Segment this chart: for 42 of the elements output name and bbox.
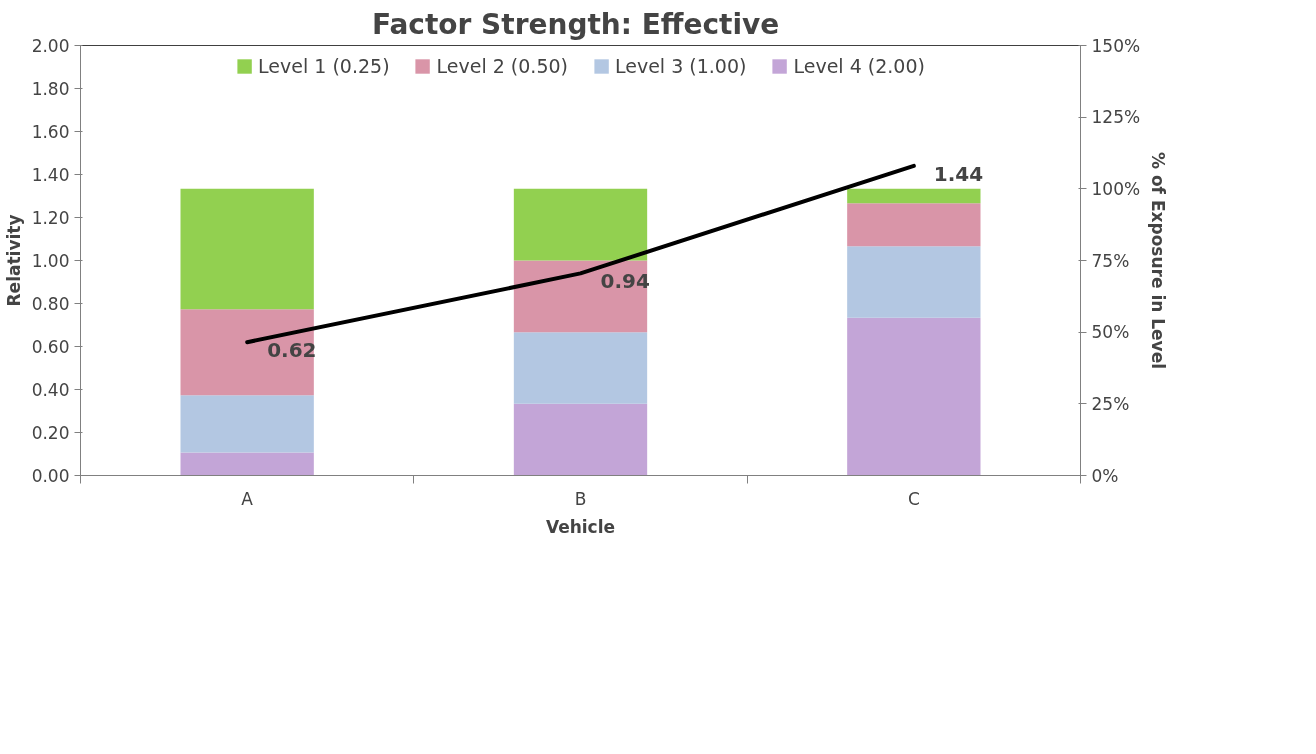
y2-tick-label: 100% (1091, 178, 1141, 199)
bar (180, 395, 314, 453)
bar (847, 203, 981, 247)
x-tick-label: A (241, 488, 254, 509)
bar (513, 403, 648, 476)
y-tick-label: 1.20 (31, 208, 70, 228)
y2-tick-label: 75% (1091, 250, 1130, 271)
bar (513, 332, 648, 404)
y-tick-label: 1.00 (31, 251, 70, 271)
bar (847, 317, 981, 476)
y-tick-label: 0.20 (31, 423, 70, 443)
y-axis-title: Relativity (3, 214, 24, 307)
y2-tick-label: 0% (1091, 465, 1119, 486)
y2-tick-label: 50% (1091, 322, 1130, 343)
y-tick-label: 0.80 (31, 294, 70, 314)
bar (513, 260, 648, 333)
legend-label: Level 3 (1.00) (615, 55, 747, 77)
y-tick-label: 0.60 (31, 337, 70, 357)
bar (180, 452, 314, 476)
y-tick-label: 1.80 (31, 79, 70, 99)
y2-tick-label: 125% (1091, 107, 1141, 128)
legend-label: Level 1 (0.25) (258, 55, 390, 77)
y-tick-label: 1.60 (31, 122, 70, 142)
chart-title: Factor Strength: Effective (371, 7, 780, 41)
data-label: 1.44 (933, 161, 984, 186)
bar (847, 188, 981, 204)
bar (180, 309, 314, 396)
y-tick-label: 0.00 (31, 466, 70, 486)
y2-axis-title: % of Exposure in Level (1148, 151, 1169, 370)
x-axis-title: Vehicle (545, 516, 616, 537)
x-tick-label: C (907, 488, 920, 509)
bar (513, 188, 648, 261)
y-tick-label: 1.40 (31, 165, 70, 185)
x-tick-label: B (574, 488, 587, 509)
y-tick-label: 2.00 (31, 36, 70, 56)
bar (847, 246, 981, 318)
y2-tick-label: 25% (1091, 393, 1130, 414)
bar (180, 188, 314, 310)
legend-label: Level 4 (2.00) (793, 55, 925, 77)
y-tick-label: 0.40 (31, 380, 70, 400)
y2-tick-label: 150% (1091, 35, 1141, 56)
legend-label: Level 2 (0.50) (436, 55, 568, 77)
